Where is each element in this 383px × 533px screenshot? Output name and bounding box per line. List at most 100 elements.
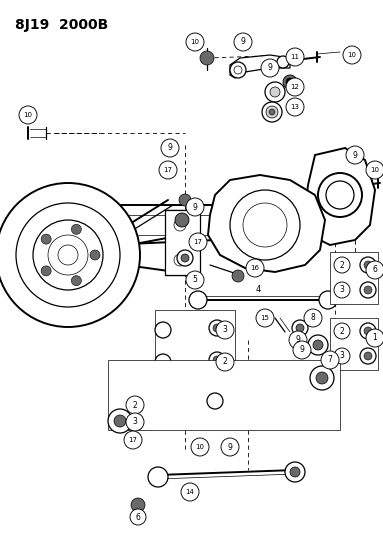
Text: 6: 6 xyxy=(373,265,377,274)
Circle shape xyxy=(364,327,372,335)
Circle shape xyxy=(48,235,88,275)
Text: 11: 11 xyxy=(290,54,300,60)
Circle shape xyxy=(346,146,364,164)
Circle shape xyxy=(334,282,350,298)
Circle shape xyxy=(360,282,376,298)
Circle shape xyxy=(290,467,300,477)
Circle shape xyxy=(293,341,311,359)
Circle shape xyxy=(360,323,376,339)
Circle shape xyxy=(19,106,37,124)
Circle shape xyxy=(155,354,171,370)
Text: 7: 7 xyxy=(327,356,332,365)
Circle shape xyxy=(316,372,328,384)
Circle shape xyxy=(334,257,350,273)
Circle shape xyxy=(283,75,297,89)
Bar xyxy=(155,310,235,385)
Circle shape xyxy=(216,353,234,371)
Circle shape xyxy=(285,462,305,482)
Circle shape xyxy=(174,219,186,231)
Circle shape xyxy=(108,409,132,433)
Text: 9: 9 xyxy=(241,37,246,46)
Text: 5: 5 xyxy=(193,276,198,285)
Text: 17: 17 xyxy=(164,167,172,173)
Circle shape xyxy=(286,48,304,66)
Text: 3: 3 xyxy=(340,286,344,295)
Polygon shape xyxy=(208,175,325,272)
Circle shape xyxy=(334,348,350,364)
Circle shape xyxy=(58,245,78,265)
Circle shape xyxy=(265,82,285,102)
Circle shape xyxy=(71,224,81,235)
Polygon shape xyxy=(305,148,375,245)
Circle shape xyxy=(286,98,304,116)
Circle shape xyxy=(364,286,372,294)
Text: 16: 16 xyxy=(250,265,260,271)
Text: 4: 4 xyxy=(255,285,260,294)
Circle shape xyxy=(186,33,204,51)
Circle shape xyxy=(175,213,189,227)
Circle shape xyxy=(33,220,103,290)
Text: 9: 9 xyxy=(300,345,304,354)
Circle shape xyxy=(221,438,239,456)
Text: 10: 10 xyxy=(195,444,205,450)
Circle shape xyxy=(308,335,328,355)
Text: 8: 8 xyxy=(311,313,315,322)
Circle shape xyxy=(366,161,383,179)
Circle shape xyxy=(126,396,144,414)
Circle shape xyxy=(326,181,354,209)
Circle shape xyxy=(213,324,221,332)
Circle shape xyxy=(148,467,168,487)
Circle shape xyxy=(270,87,280,97)
Circle shape xyxy=(90,250,100,260)
Text: 3: 3 xyxy=(133,417,137,426)
Text: 13: 13 xyxy=(290,104,300,110)
Circle shape xyxy=(155,322,171,338)
Circle shape xyxy=(161,139,179,157)
Circle shape xyxy=(181,254,189,262)
Circle shape xyxy=(313,340,323,350)
Circle shape xyxy=(366,329,383,347)
Circle shape xyxy=(319,291,337,309)
Circle shape xyxy=(130,509,146,525)
Circle shape xyxy=(246,259,264,277)
Circle shape xyxy=(41,234,51,244)
Text: 9: 9 xyxy=(193,203,198,212)
Circle shape xyxy=(186,198,204,216)
Polygon shape xyxy=(230,55,290,78)
Circle shape xyxy=(209,352,225,368)
Circle shape xyxy=(41,266,51,276)
Circle shape xyxy=(177,250,193,266)
Text: 10: 10 xyxy=(23,112,33,118)
Text: 9: 9 xyxy=(353,150,357,159)
Text: 10: 10 xyxy=(370,167,380,173)
Polygon shape xyxy=(108,360,340,430)
Circle shape xyxy=(261,59,279,77)
Circle shape xyxy=(213,356,221,364)
Circle shape xyxy=(189,291,207,309)
Text: 3: 3 xyxy=(340,351,344,360)
Text: 10: 10 xyxy=(347,52,357,58)
Text: 17: 17 xyxy=(193,239,203,245)
Text: 9: 9 xyxy=(268,63,272,72)
Circle shape xyxy=(174,254,186,266)
Circle shape xyxy=(318,173,362,217)
Circle shape xyxy=(232,270,244,282)
Circle shape xyxy=(209,320,225,336)
Circle shape xyxy=(277,56,289,68)
Text: 9: 9 xyxy=(228,442,232,451)
Text: 2: 2 xyxy=(340,261,344,270)
Circle shape xyxy=(286,78,304,96)
Text: 1: 1 xyxy=(373,334,377,343)
Text: 2: 2 xyxy=(133,400,137,409)
Text: 12: 12 xyxy=(291,84,300,90)
Circle shape xyxy=(126,413,144,431)
Circle shape xyxy=(16,203,120,307)
Text: 10: 10 xyxy=(190,39,200,45)
Circle shape xyxy=(207,393,223,409)
Bar xyxy=(330,318,378,370)
Circle shape xyxy=(321,351,339,369)
Circle shape xyxy=(114,415,126,427)
Text: 2: 2 xyxy=(340,327,344,335)
Circle shape xyxy=(0,183,140,327)
Circle shape xyxy=(366,261,383,279)
